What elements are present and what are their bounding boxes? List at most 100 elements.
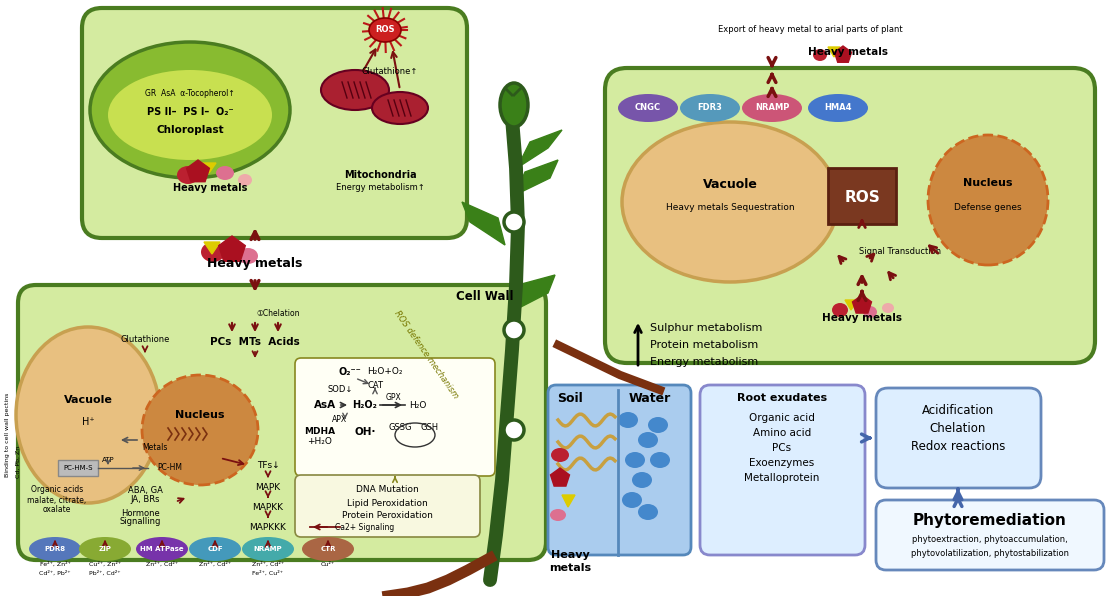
Ellipse shape: [638, 432, 658, 448]
FancyBboxPatch shape: [18, 285, 546, 560]
Text: Zn²⁺, Cd²⁺: Zn²⁺, Cd²⁺: [199, 561, 231, 567]
Text: PC-HM: PC-HM: [158, 464, 182, 473]
Ellipse shape: [813, 49, 827, 61]
Text: SOD↓: SOD↓: [327, 386, 353, 395]
Text: Glutathione: Glutathione: [120, 336, 170, 344]
Ellipse shape: [832, 303, 848, 317]
Text: NRAMP: NRAMP: [254, 546, 282, 552]
Ellipse shape: [302, 537, 354, 561]
Text: oxalate: oxalate: [43, 505, 71, 514]
Text: Redox reactions: Redox reactions: [911, 439, 1006, 452]
Polygon shape: [186, 160, 210, 182]
Text: HMA4: HMA4: [825, 104, 851, 113]
Polygon shape: [202, 163, 216, 173]
Text: phytoextraction, phytoaccumulation,: phytoextraction, phytoaccumulation,: [912, 535, 1068, 545]
Text: ABA, GA: ABA, GA: [128, 486, 162, 495]
Ellipse shape: [638, 504, 658, 520]
Text: H⁺: H⁺: [82, 417, 94, 427]
Text: DNA Mutation: DNA Mutation: [355, 486, 418, 495]
Text: GPX: GPX: [385, 393, 401, 402]
Text: Exoenzymes: Exoenzymes: [749, 458, 815, 468]
Text: Heavy metals: Heavy metals: [173, 183, 248, 193]
Text: ①Chelation: ①Chelation: [256, 309, 300, 318]
Text: Root exudates: Root exudates: [737, 393, 827, 403]
Text: Chloroplast: Chloroplast: [157, 125, 224, 135]
Text: Heavy metals: Heavy metals: [808, 47, 888, 57]
Ellipse shape: [632, 472, 652, 488]
Text: Zn²⁺, Cd²⁺: Zn²⁺, Cd²⁺: [145, 561, 178, 567]
Text: Water: Water: [629, 392, 672, 405]
Text: Heavy metals Sequestration: Heavy metals Sequestration: [666, 203, 795, 212]
Text: Organic acid: Organic acid: [749, 413, 815, 423]
Text: Organic acids: Organic acids: [31, 486, 83, 495]
Text: HM ATPase: HM ATPase: [140, 546, 184, 552]
Text: Glutathione↑: Glutathione↑: [362, 67, 418, 76]
Bar: [58, 460, 98, 476]
Polygon shape: [551, 468, 569, 486]
Text: Fe²⁺, Zn²⁺: Fe²⁺, Zn²⁺: [40, 561, 70, 567]
Text: PCs: PCs: [773, 443, 791, 453]
FancyBboxPatch shape: [876, 500, 1104, 570]
FancyBboxPatch shape: [82, 8, 467, 238]
Ellipse shape: [862, 306, 877, 318]
Text: Export of heavy metal to arial parts of plant: Export of heavy metal to arial parts of …: [718, 26, 902, 35]
Text: ATP: ATP: [102, 457, 114, 463]
Ellipse shape: [650, 452, 670, 468]
Text: PCs  MTs  Acids: PCs MTs Acids: [210, 337, 300, 347]
Text: PC-HM-S: PC-HM-S: [63, 465, 93, 471]
Text: CNGC: CNGC: [635, 104, 662, 113]
Ellipse shape: [137, 537, 188, 561]
Text: CAT: CAT: [367, 380, 383, 390]
Text: TFs↓: TFs↓: [256, 461, 280, 470]
Text: CDF: CDF: [208, 546, 223, 552]
Text: H₂O+O₂: H₂O+O₂: [367, 368, 403, 377]
Text: ROS: ROS: [844, 191, 880, 206]
Text: CTR: CTR: [321, 546, 335, 552]
Text: Energy metabolism: Energy metabolism: [650, 357, 758, 367]
Text: Sulphur metabolism: Sulphur metabolism: [650, 323, 763, 333]
Polygon shape: [852, 295, 871, 313]
Ellipse shape: [622, 492, 642, 508]
Ellipse shape: [108, 70, 272, 160]
Text: GSSG: GSSG: [388, 424, 412, 433]
Ellipse shape: [882, 303, 894, 313]
Polygon shape: [845, 300, 858, 310]
Text: Hormone: Hormone: [121, 508, 160, 517]
Text: Pb²⁺, Cd²⁺: Pb²⁺, Cd²⁺: [89, 570, 121, 576]
Text: Heavy metals: Heavy metals: [823, 313, 902, 323]
Ellipse shape: [625, 452, 645, 468]
Text: APX: APX: [332, 415, 347, 424]
Text: Mitochondria: Mitochondria: [344, 170, 416, 180]
Text: Vacuole: Vacuole: [703, 178, 757, 191]
Text: Defense genes: Defense genes: [955, 203, 1022, 212]
FancyBboxPatch shape: [295, 358, 495, 476]
Ellipse shape: [372, 92, 428, 124]
Ellipse shape: [90, 42, 290, 178]
Bar: [828, 168, 896, 224]
Text: OH·: OH·: [354, 427, 376, 437]
Ellipse shape: [618, 412, 638, 428]
FancyBboxPatch shape: [295, 475, 480, 537]
Ellipse shape: [369, 18, 401, 42]
Text: +H₂O: +H₂O: [307, 437, 332, 446]
Ellipse shape: [648, 417, 668, 433]
Text: phytovolatilization, phytostabilization: phytovolatilization, phytostabilization: [911, 548, 1069, 557]
Ellipse shape: [808, 94, 868, 122]
Text: Chelation: Chelation: [930, 421, 986, 434]
Text: Signalling: Signalling: [119, 517, 161, 526]
FancyBboxPatch shape: [876, 388, 1041, 488]
Polygon shape: [835, 46, 851, 62]
Text: ZIP: ZIP: [99, 546, 111, 552]
Text: JA, BRs: JA, BRs: [130, 495, 160, 504]
Ellipse shape: [216, 166, 234, 180]
Polygon shape: [562, 495, 575, 507]
Polygon shape: [517, 130, 562, 168]
Polygon shape: [219, 236, 245, 261]
Text: Acidification: Acidification: [922, 403, 995, 417]
Ellipse shape: [201, 242, 225, 262]
Polygon shape: [515, 160, 558, 195]
Text: O₂⁻⁻: O₂⁻⁻: [339, 367, 362, 377]
Text: Vacuole: Vacuole: [63, 395, 112, 405]
Ellipse shape: [29, 537, 81, 561]
Text: H₂O: H₂O: [410, 401, 426, 409]
